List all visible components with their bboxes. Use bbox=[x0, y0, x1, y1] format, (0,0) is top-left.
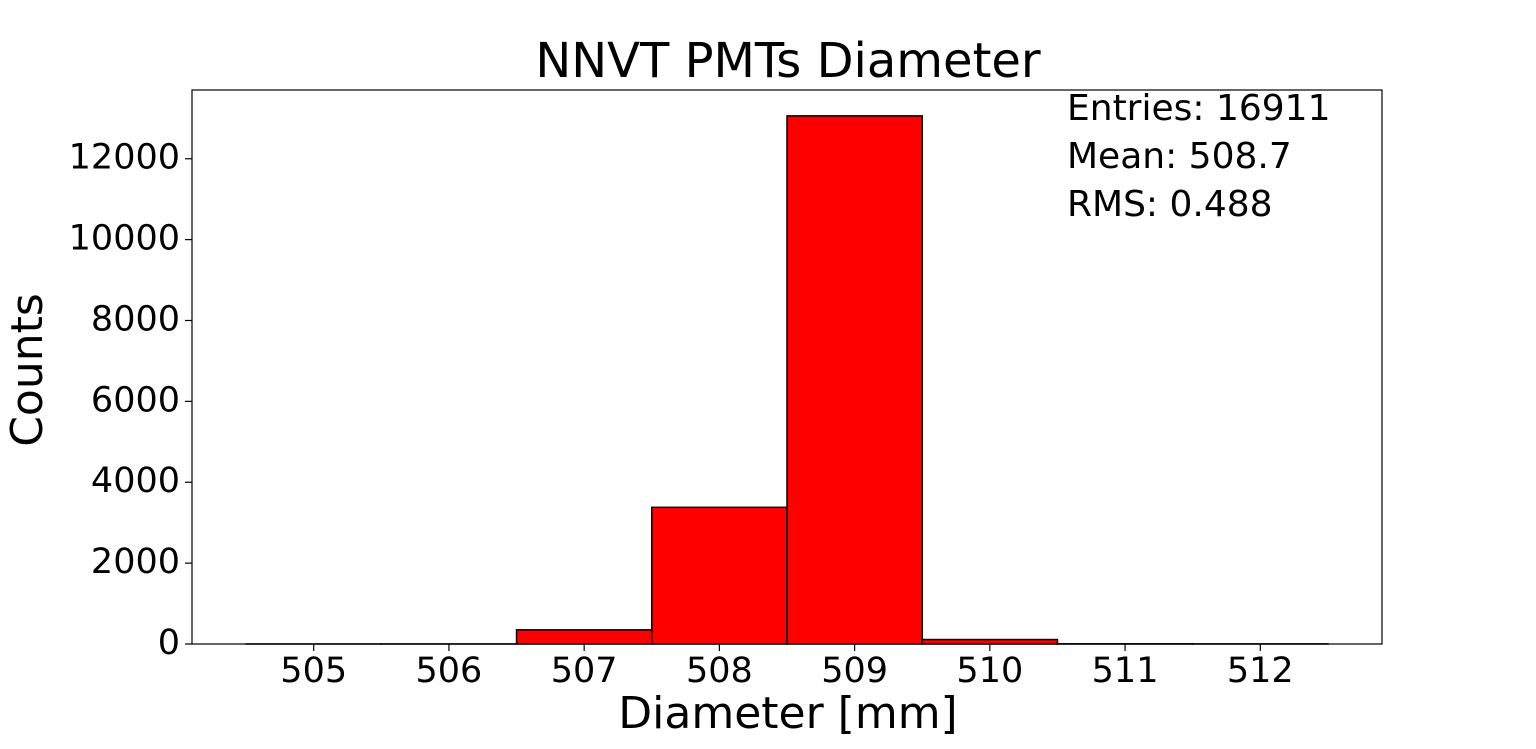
x-tick-label: 509 bbox=[821, 651, 888, 691]
x-tick-label: 512 bbox=[1227, 651, 1294, 691]
y-tick-label: 4000 bbox=[91, 461, 180, 501]
y-tick-label: 6000 bbox=[91, 380, 180, 420]
stat-annotation: RMS: 0.488 bbox=[1067, 184, 1273, 225]
y-tick-label: 12000 bbox=[69, 138, 180, 178]
x-tick-label: 506 bbox=[416, 651, 483, 691]
bar bbox=[651, 506, 788, 645]
x-tick-label: 510 bbox=[956, 651, 1023, 691]
stat-annotation: Mean: 508.7 bbox=[1067, 136, 1292, 177]
x-tick-label: 505 bbox=[280, 651, 347, 691]
y-axis-label: Counts bbox=[2, 293, 53, 447]
plot-frame bbox=[191, 89, 1383, 645]
y-tick-label: 8000 bbox=[91, 299, 180, 339]
y-tick-label: 2000 bbox=[91, 542, 180, 582]
y-tick-label: 10000 bbox=[69, 219, 180, 259]
bar bbox=[786, 115, 923, 645]
stat-annotation: Entries: 16911 bbox=[1067, 88, 1330, 129]
x-tick-label: 508 bbox=[686, 651, 753, 691]
bar bbox=[515, 629, 653, 645]
chart-title: NNVT PMTs Diameter bbox=[535, 33, 1041, 89]
bar bbox=[921, 638, 1059, 645]
x-tick-label: 507 bbox=[551, 651, 618, 691]
y-tick-label: 0 bbox=[158, 623, 180, 663]
x-axis-label: Diameter [mm] bbox=[618, 688, 957, 739]
x-tick-label: 511 bbox=[1092, 651, 1159, 691]
